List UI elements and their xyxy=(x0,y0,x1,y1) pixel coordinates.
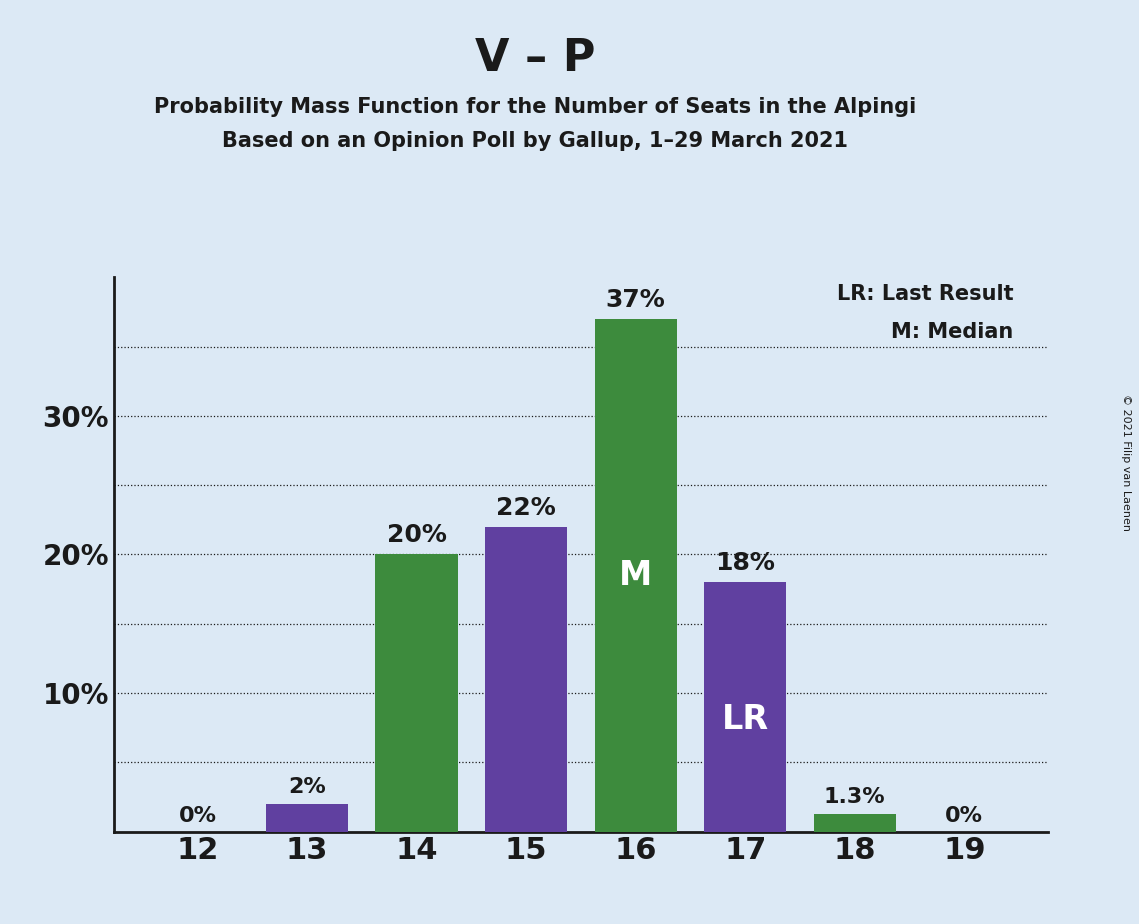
Bar xyxy=(595,319,677,832)
Text: Based on an Opinion Poll by Gallup, 1–29 March 2021: Based on an Opinion Poll by Gallup, 1–29… xyxy=(222,131,849,152)
Text: 0%: 0% xyxy=(179,806,216,826)
Bar xyxy=(813,813,896,832)
Text: LR: LR xyxy=(722,703,769,736)
Text: 2%: 2% xyxy=(288,777,326,796)
Bar xyxy=(704,582,786,832)
Bar xyxy=(265,804,349,832)
Text: © 2021 Filip van Laenen: © 2021 Filip van Laenen xyxy=(1121,394,1131,530)
Text: 20%: 20% xyxy=(386,524,446,547)
Text: 1.3%: 1.3% xyxy=(823,786,886,807)
Text: LR: Last Result: LR: Last Result xyxy=(837,285,1014,304)
Text: Probability Mass Function for the Number of Seats in the Alpingi: Probability Mass Function for the Number… xyxy=(154,97,917,117)
Text: 0%: 0% xyxy=(945,806,983,826)
Text: M: M xyxy=(618,559,653,591)
Text: M: Median: M: Median xyxy=(892,322,1014,342)
Bar xyxy=(376,554,458,832)
Bar xyxy=(485,527,567,832)
Text: 18%: 18% xyxy=(715,552,776,575)
Text: 37%: 37% xyxy=(606,288,665,312)
Text: V – P: V – P xyxy=(475,37,596,80)
Text: 22%: 22% xyxy=(497,496,556,519)
